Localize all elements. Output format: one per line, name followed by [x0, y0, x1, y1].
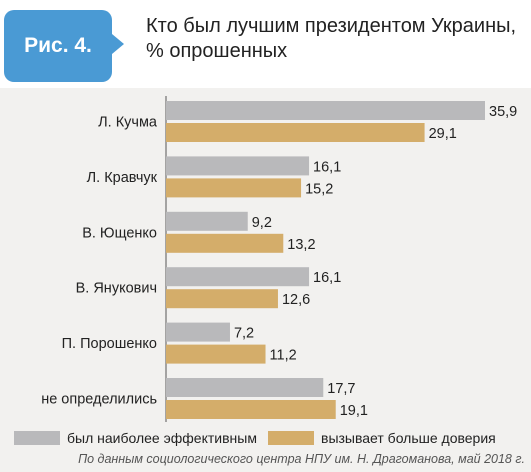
bar-trust	[166, 344, 266, 364]
data-label: 19,1	[340, 403, 368, 419]
category-label: Л. Кучма	[98, 115, 158, 131]
legend-label-effective: был наиболее эффективным	[67, 430, 257, 446]
data-label: 16,1	[313, 159, 341, 175]
figure-label: Рис. 4.	[24, 34, 92, 57]
bar-chart: Л. Кучма 35,9 29,1 Л. Кравчук 16,1 15,2 В. Юще…	[14, 96, 517, 446]
source-note: По данным социологического центра НПУ им…	[78, 452, 525, 466]
category-label: В. Ющенко	[82, 225, 157, 241]
data-label: 15,2	[305, 181, 333, 197]
bar-trust	[166, 400, 336, 419]
figure-badge-notch	[112, 34, 124, 54]
bar-effective	[166, 267, 310, 287]
figure-badge: Рис. 4.	[4, 10, 112, 82]
data-label: 11,2	[270, 348, 297, 364]
category-label: В. Янукович	[76, 281, 157, 297]
bar-trust	[166, 123, 425, 142]
category-label: П. Порошенко	[62, 336, 157, 352]
bar-trust	[166, 289, 278, 309]
bar-effective	[166, 101, 485, 120]
category-label: Л. Кравчук	[87, 170, 158, 186]
data-label: 9,2	[252, 215, 272, 231]
legend-swatch-trust	[268, 431, 314, 445]
chart-title-line1: Кто был лучшим президентом Украины,	[146, 15, 517, 37]
category-label: не определились	[41, 392, 157, 408]
data-label: 13,2	[287, 237, 315, 253]
chart-title: Кто был лучшим президентом Украины, % оп…	[146, 14, 526, 64]
chart-legend: был наиболее эффективным вызывает больше …	[14, 430, 496, 446]
bar-effective	[166, 378, 324, 397]
bar-effective	[166, 211, 248, 231]
data-label: 35,9	[489, 104, 517, 120]
data-label: 29,1	[429, 126, 457, 142]
chart-title-line2: % опрошенных	[146, 40, 288, 62]
data-label: 7,2	[234, 326, 254, 342]
data-label: 17,7	[327, 381, 355, 397]
bar-trust	[166, 178, 302, 198]
chart-bars: Л. Кучма 35,9 29,1 Л. Кравчук 16,1 15,2 В. Юще…	[41, 96, 517, 422]
legend-swatch-effective	[14, 431, 60, 445]
data-label: 12,6	[282, 292, 310, 308]
bar-effective	[166, 322, 230, 342]
data-label: 16,1	[313, 270, 341, 286]
legend-label-trust: вызывает больше доверия	[321, 430, 496, 446]
header: Рис. 4. Кто был лучшим президентом Украи…	[0, 0, 531, 84]
bar-effective	[166, 156, 310, 176]
bar-trust	[166, 233, 284, 253]
